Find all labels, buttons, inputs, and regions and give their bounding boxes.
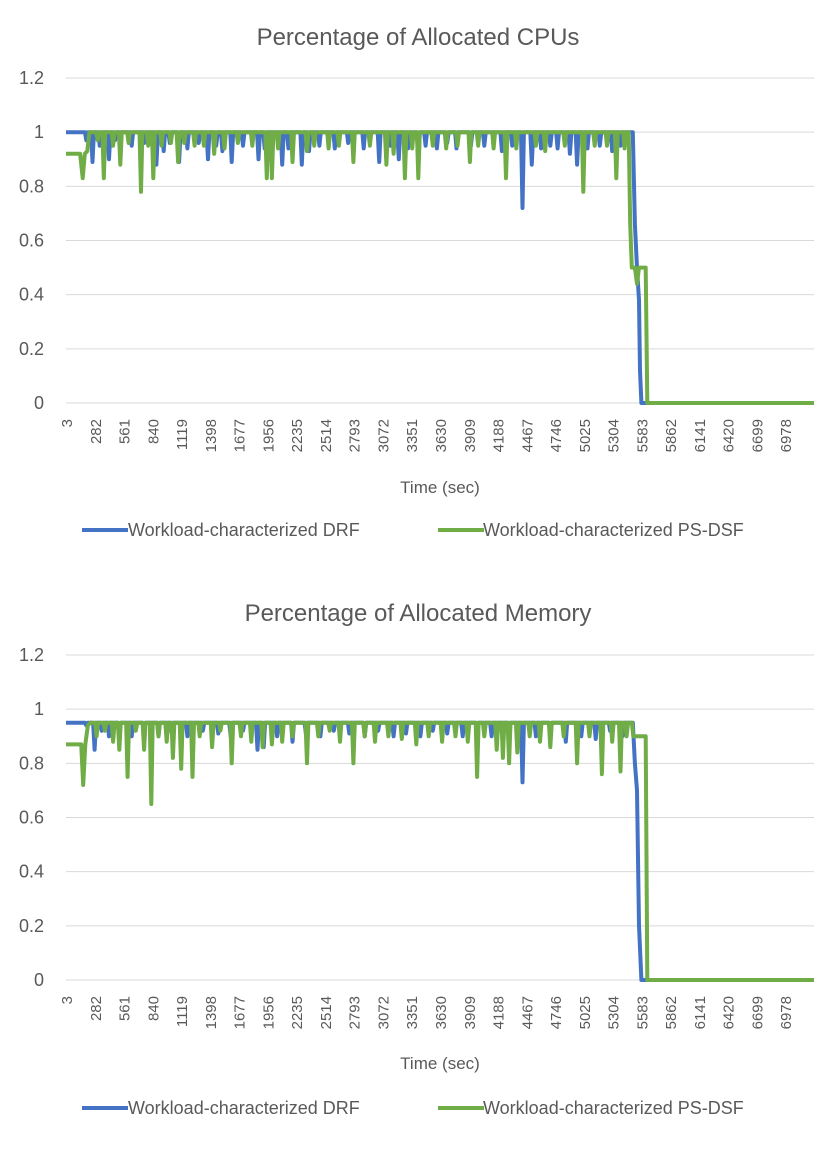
y-tick-labels: 0 0.2 0.4 0.6 0.8 1 1.2	[19, 645, 44, 990]
x-tick-label: 5862	[663, 419, 680, 452]
x-tick-label: 4467	[519, 419, 536, 452]
series-line-psdsf	[66, 720, 814, 982]
y-tick-label: 0	[34, 970, 44, 990]
y-tick-label: 1.2	[19, 68, 44, 88]
x-tick-label: 6420	[721, 996, 738, 1029]
y-tick-label: 0.4	[19, 285, 44, 305]
gridlines	[66, 77, 814, 404]
x-tick-label: 3630	[433, 419, 450, 452]
x-tick-label: 4467	[519, 996, 536, 1029]
x-axis-title: Time (sec)	[400, 1054, 480, 1073]
legend: Workload-characterized DRF Workload-char…	[82, 1098, 744, 1118]
y-tick-label: 0.8	[19, 753, 44, 773]
y-tick-label: 0.6	[19, 231, 44, 251]
series-lines	[66, 720, 814, 982]
x-tick-labels: 3 282 561 840 1119 1398 1677 1956 2235 2514 2793 30…	[59, 996, 795, 1029]
x-tick-label: 4746	[548, 996, 565, 1029]
x-tick-label: 1956	[260, 996, 277, 1029]
x-tick-label: 2235	[289, 419, 306, 452]
x-tick-label: 2514	[318, 996, 335, 1029]
x-tick-label: 3351	[404, 996, 421, 1029]
x-tick-label: 4188	[491, 996, 508, 1029]
x-tick-label: 2514	[318, 419, 335, 452]
legend-label-drf: Workload-characterized DRF	[128, 520, 360, 540]
x-tick-label: 3909	[462, 996, 479, 1029]
x-tick-label: 1956	[260, 419, 277, 452]
x-tick-label: 282	[88, 419, 105, 444]
cpu-chart: Percentage of Allocated CPUs 00.20.40.60…	[19, 24, 814, 540]
x-tick-label: 2235	[289, 996, 306, 1029]
y-tick-label: 0	[34, 393, 44, 413]
x-tick-label: 3072	[375, 996, 392, 1029]
series-lines	[66, 130, 814, 405]
series-line-psdsf	[66, 130, 814, 405]
x-tick-label: 561	[117, 996, 134, 1021]
chart-title: Percentage of Allocated Memory	[245, 600, 592, 627]
legend-label-psdsf: Workload-characterized PS-DSF	[483, 1098, 744, 1118]
x-tick-label: 3630	[433, 996, 450, 1029]
x-tick-label: 840	[145, 996, 162, 1021]
legend-label-drf: Workload-characterized DRF	[128, 1098, 360, 1118]
memory-chart: Percentage of Allocated Memory 0 0.2 0.4 0.…	[19, 600, 814, 1118]
x-tick-labels: 3 282 561 840 1119 1398 1677 1956 2235 2514 2793 30…	[59, 419, 795, 452]
x-tick-label: 6699	[749, 996, 766, 1029]
gridlines	[66, 654, 814, 981]
x-tick-label: 6141	[692, 419, 709, 452]
x-tick-label: 4188	[491, 419, 508, 452]
x-tick-label: 2793	[347, 996, 364, 1029]
x-tick-label: 5583	[634, 419, 651, 452]
x-tick-label: 5862	[663, 996, 680, 1029]
x-tick-label: 3	[59, 419, 76, 427]
x-tick-label: 5583	[634, 996, 651, 1029]
y-tick-label: 1	[34, 122, 44, 142]
x-tick-label: 561	[117, 419, 134, 444]
x-tick-label: 1119	[174, 996, 191, 1027]
x-tick-label: 3909	[462, 419, 479, 452]
x-tick-label: 3	[59, 996, 76, 1004]
x-tick-label: 3072	[375, 419, 392, 452]
x-tick-label: 5025	[577, 419, 594, 452]
y-tick-label: 1	[34, 699, 44, 719]
y-tick-label: 0.6	[19, 808, 44, 828]
series-line-drf	[66, 720, 814, 982]
legend-label-psdsf: Workload-characterized PS-DSF	[483, 520, 744, 540]
cpu-chart-panel: Percentage of Allocated CPUs 0 0.2 0.4 0.6 0…	[0, 0, 837, 577]
y-tick-labels: 0 0.2 0.4 0.6 0.8 1 1.2	[19, 68, 44, 413]
x-axis-title: Time (sec)	[400, 478, 480, 497]
x-tick-label: 282	[88, 996, 105, 1021]
x-tick-label: 6978	[778, 419, 795, 452]
x-tick-label: 1677	[232, 996, 249, 1029]
series-line-drf	[66, 130, 814, 405]
x-tick-label: 5025	[577, 996, 594, 1029]
x-tick-label: 840	[145, 419, 162, 444]
y-tick-label: 0.8	[19, 176, 44, 196]
x-tick-label: 1677	[232, 419, 249, 452]
x-tick-label: 6141	[692, 996, 709, 1029]
x-tick-label: 6420	[721, 419, 738, 452]
y-tick-label: 0.2	[19, 339, 44, 359]
memory-chart-panel: Percentage of Allocated Memory 0 0.2 0.4 0.…	[0, 577, 837, 1154]
chart-title: Percentage of Allocated CPUs	[257, 24, 580, 51]
x-tick-label: 1119	[174, 419, 191, 450]
x-tick-label: 2793	[347, 419, 364, 452]
x-tick-label: 6699	[749, 419, 766, 452]
x-tick-label: 6978	[778, 996, 795, 1029]
y-tick-label: 0.2	[19, 916, 44, 936]
y-tick-label: 0.4	[19, 862, 44, 882]
x-tick-label: 5304	[606, 996, 623, 1029]
x-tick-label: 3351	[404, 419, 421, 452]
x-tick-label: 4746	[548, 419, 565, 452]
x-tick-label: 5304	[606, 419, 623, 452]
x-tick-label: 1398	[203, 996, 220, 1029]
legend: Workload-characterized DRF Workload-char…	[82, 520, 744, 540]
x-tick-label: 1398	[203, 419, 220, 452]
y-tick-label: 1.2	[19, 645, 44, 665]
